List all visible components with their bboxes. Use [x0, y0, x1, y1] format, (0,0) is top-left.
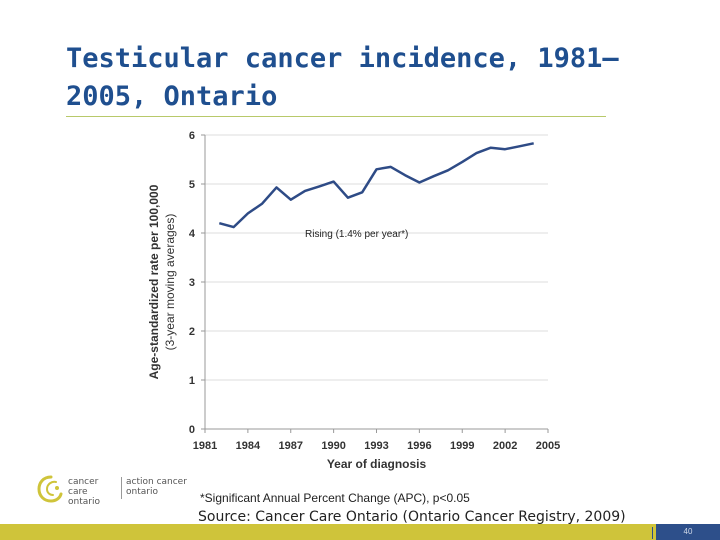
series-group	[218, 142, 534, 229]
logo-swirl-icon	[37, 475, 63, 503]
logo-separator	[121, 477, 122, 499]
source-note: Source: Cancer Care Ontario (Ontario Can…	[198, 509, 626, 525]
organization-logo: cancer care ontario action cancer ontari…	[36, 474, 196, 507]
y-tick-label: 4	[189, 228, 196, 240]
footnote: *Significant Annual Percent Change (APC)…	[200, 491, 470, 505]
y-tick-label: 6	[189, 130, 195, 142]
footer-bar	[0, 524, 720, 540]
x-axis-label: Year of diagnosis	[327, 457, 427, 471]
y-tick-label: 0	[189, 424, 195, 436]
x-axis-ticks: 1981 1984 1987 1990 1993 1996 1999 2002 2005	[193, 429, 560, 452]
logo-text-right: action cancer ontario	[126, 477, 187, 497]
x-tick-label: 1993	[364, 440, 388, 452]
x-tick-label: 1990	[321, 440, 345, 452]
x-tick-label: 1996	[407, 440, 431, 452]
y-axis-label: Age-standardized rate per 100,000	[147, 184, 161, 379]
y-axis-sublabel: (3-year moving averages)	[163, 214, 177, 351]
x-tick-label: 1984	[236, 440, 261, 452]
page-number-box: 40	[656, 524, 720, 540]
x-tick-label: 1999	[450, 440, 474, 452]
title-line-1: Testicular cancer incidence, 1981–	[66, 43, 619, 74]
title-line-2: 2005, Ontario	[66, 81, 278, 112]
x-tick-label: 1981	[193, 440, 217, 452]
page-number: 40	[683, 527, 693, 536]
x-tick-label: 2002	[493, 440, 517, 452]
y-tick-label: 2	[189, 326, 195, 338]
y-tick-label: 1	[189, 375, 195, 387]
x-tick-label: 1987	[279, 440, 303, 452]
logo-text-left: cancer care ontario	[68, 477, 100, 507]
title-divider	[66, 116, 606, 117]
x-tick-label: 2005	[536, 440, 560, 452]
y-axis-ticks: 0 1 2 3 4 5 6	[189, 130, 205, 436]
y-tick-label: 3	[189, 277, 195, 289]
grid-lines	[205, 134, 548, 381]
chart-annotation: Rising (1.4% per year*)	[305, 229, 408, 240]
slide-title: Testicular cancer incidence, 1981– 2005,…	[66, 40, 666, 116]
series-line	[218, 142, 534, 229]
footer-divider	[652, 527, 653, 539]
y-tick-label: 5	[189, 179, 195, 191]
